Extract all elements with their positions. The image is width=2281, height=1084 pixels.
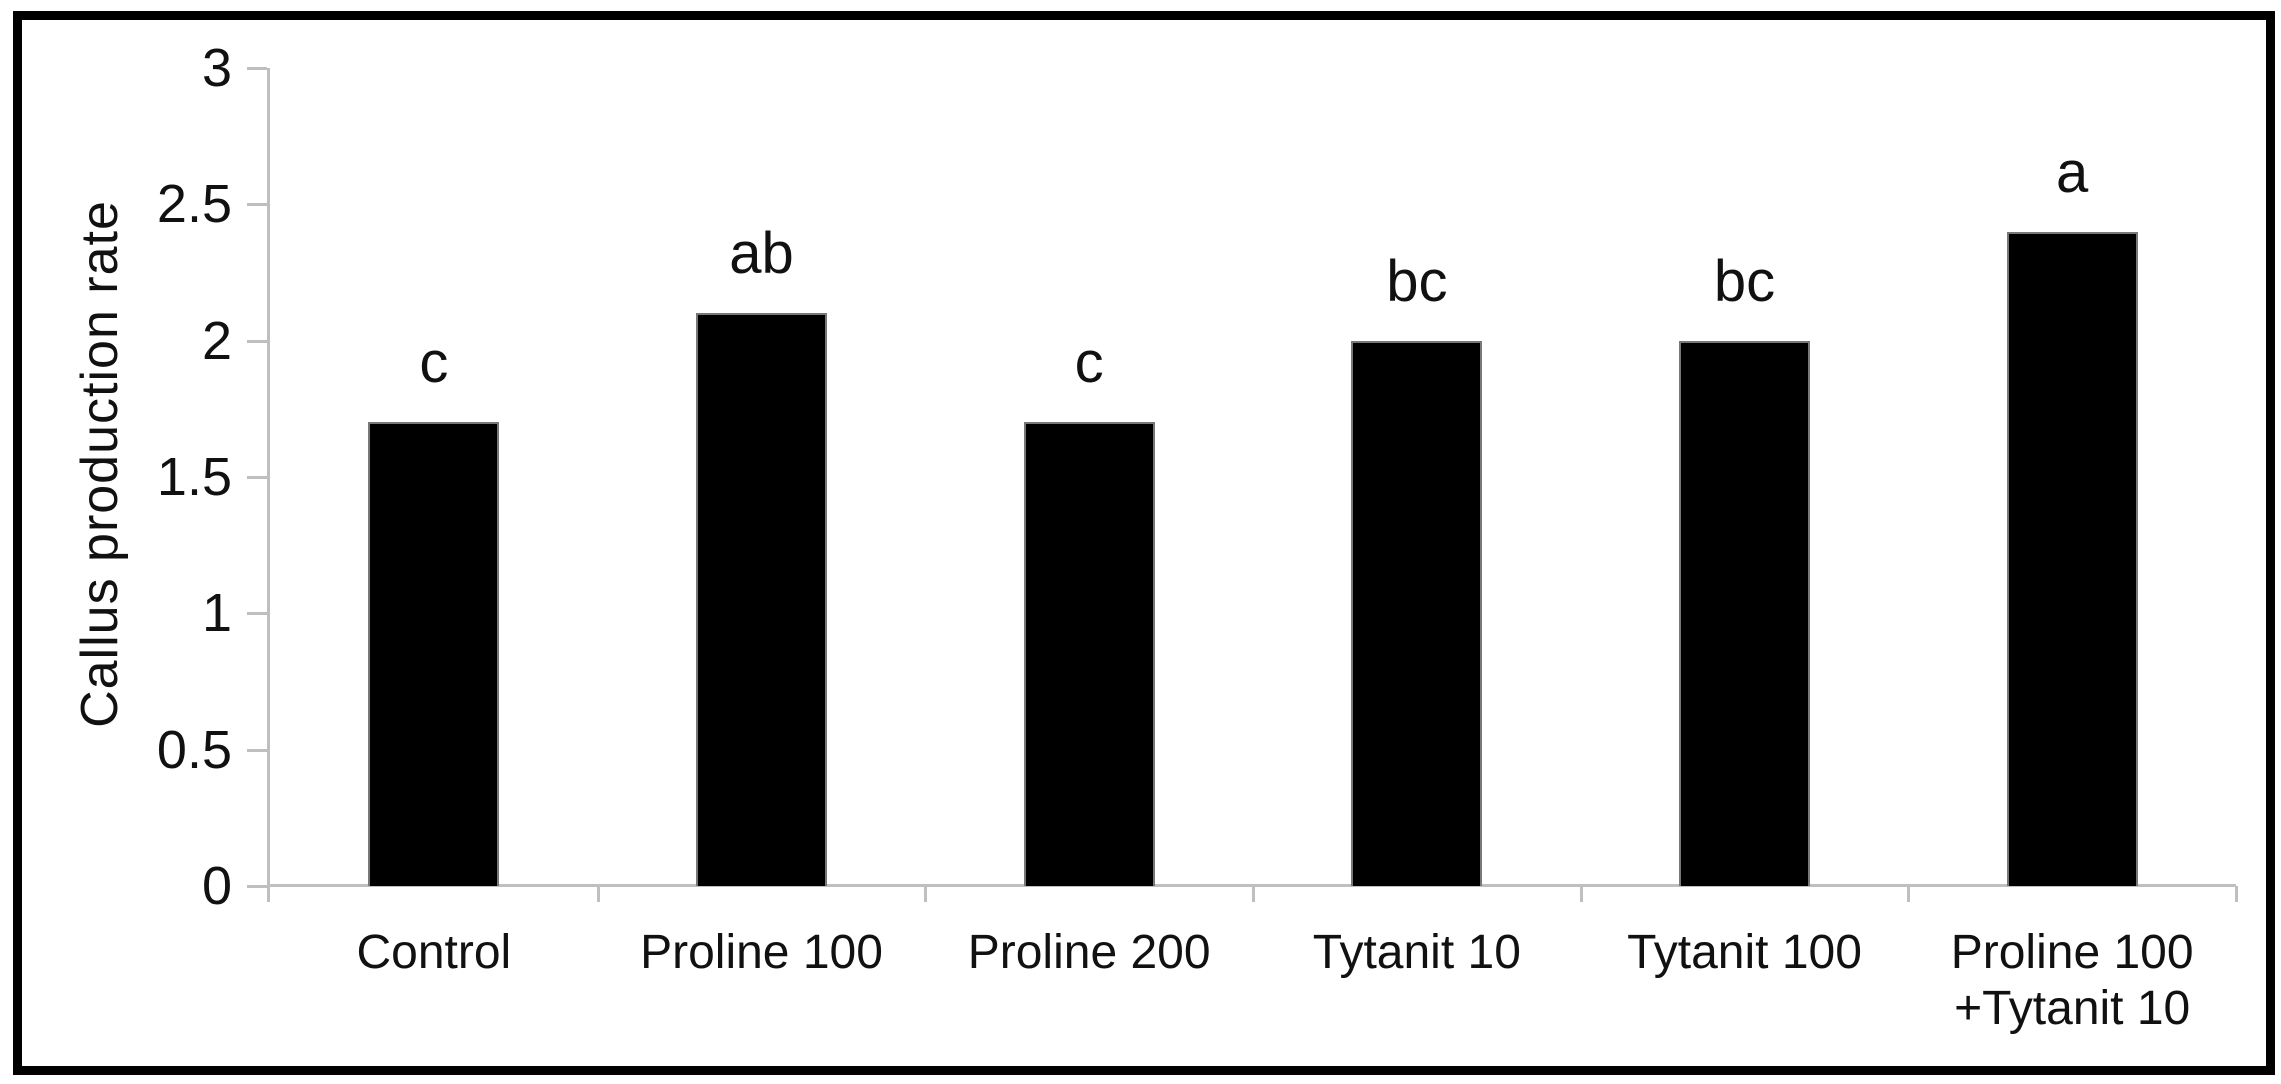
x-axis-category-label: Proline 100 [640,926,883,979]
significance-letter: ab [729,221,794,287]
significance-letter: a [2056,139,2089,205]
x-axis-category-label: Tytanit 100 [1627,926,1862,979]
y-tick-mark [247,612,267,616]
x-tick-mark [2235,886,2238,902]
bar-proline-100 [696,313,827,886]
bar-control [368,422,500,886]
y-tick-label: 1.5 [156,447,232,507]
y-tick-mark [247,748,267,752]
significance-letter: c [419,330,449,396]
y-tick-label: 3 [201,38,232,98]
x-axis-line [267,884,2236,887]
significance-letter: bc [1713,248,1776,314]
x-tick-mark [1907,886,1911,902]
x-axis-category-label: Proline 100 +Tytanit 10 [1950,926,2194,1035]
x-tick-mark [1252,886,1255,902]
bar-tytanit-10 [1351,340,1483,886]
bar-tytanit-100 [1679,340,1810,886]
bar-proline-100-tytanit-10 [2006,231,2138,886]
y-tick-label: 1 [201,583,232,644]
y-tick-label: 0.5 [156,719,232,780]
y-tick-mark [247,476,267,479]
x-axis-category-label: Proline 200 [967,926,1211,979]
significance-letter: bc [1386,248,1448,314]
y-tick-label: 0 [201,856,232,916]
y-tick-mark [247,67,267,70]
y-tick-label: 2.5 [156,174,232,235]
x-axis-category-label: Tytanit 10 [1312,926,1521,979]
x-axis-category-label: Control [356,926,512,979]
y-tick-mark [247,885,267,888]
x-tick-mark [924,886,928,902]
x-tick-mark [596,886,600,902]
y-tick-mark [247,203,267,207]
x-tick-mark [1579,886,1583,902]
significance-letter: c [1074,330,1104,396]
bar-proline-200 [1023,422,1155,886]
y-axis-line [267,68,270,902]
y-tick-mark [247,339,267,343]
y-tick-label: 2 [201,310,232,371]
